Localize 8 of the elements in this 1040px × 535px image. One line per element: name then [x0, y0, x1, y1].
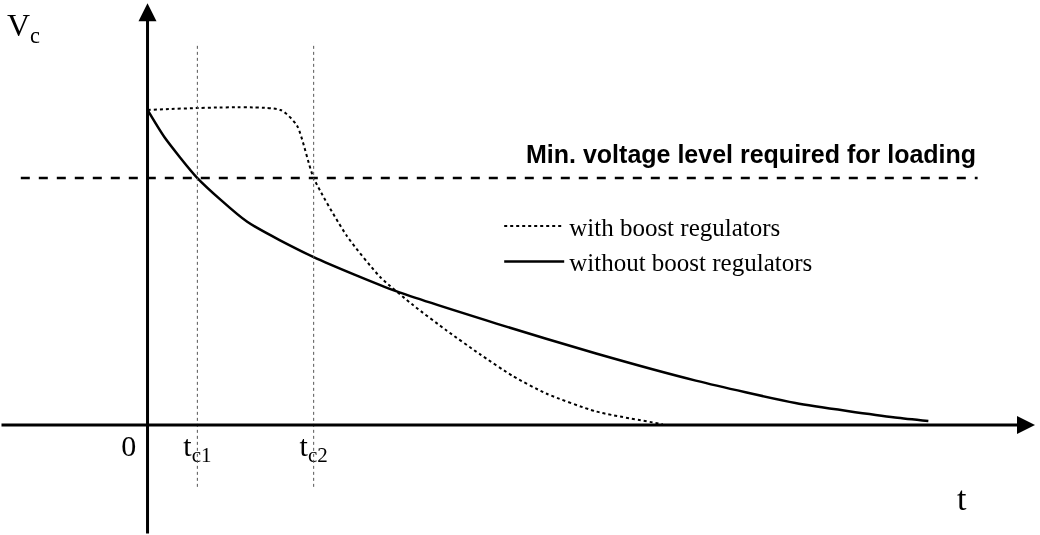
x-tick-label: 0	[121, 429, 174, 463]
y-axis-title: V$_{c}$	[7, 7, 41, 48]
ref-line-label: Min. voltage level required for loading	[526, 140, 977, 168]
legend-label: without boost regulators	[569, 249, 813, 277]
x-tick-label: t$_{c1}$	[183, 429, 212, 468]
x-axis-title: t	[957, 480, 967, 517]
x-tick-label: t$_{c2}$	[299, 429, 328, 468]
legend-label: with boost regulators	[569, 213, 781, 241]
